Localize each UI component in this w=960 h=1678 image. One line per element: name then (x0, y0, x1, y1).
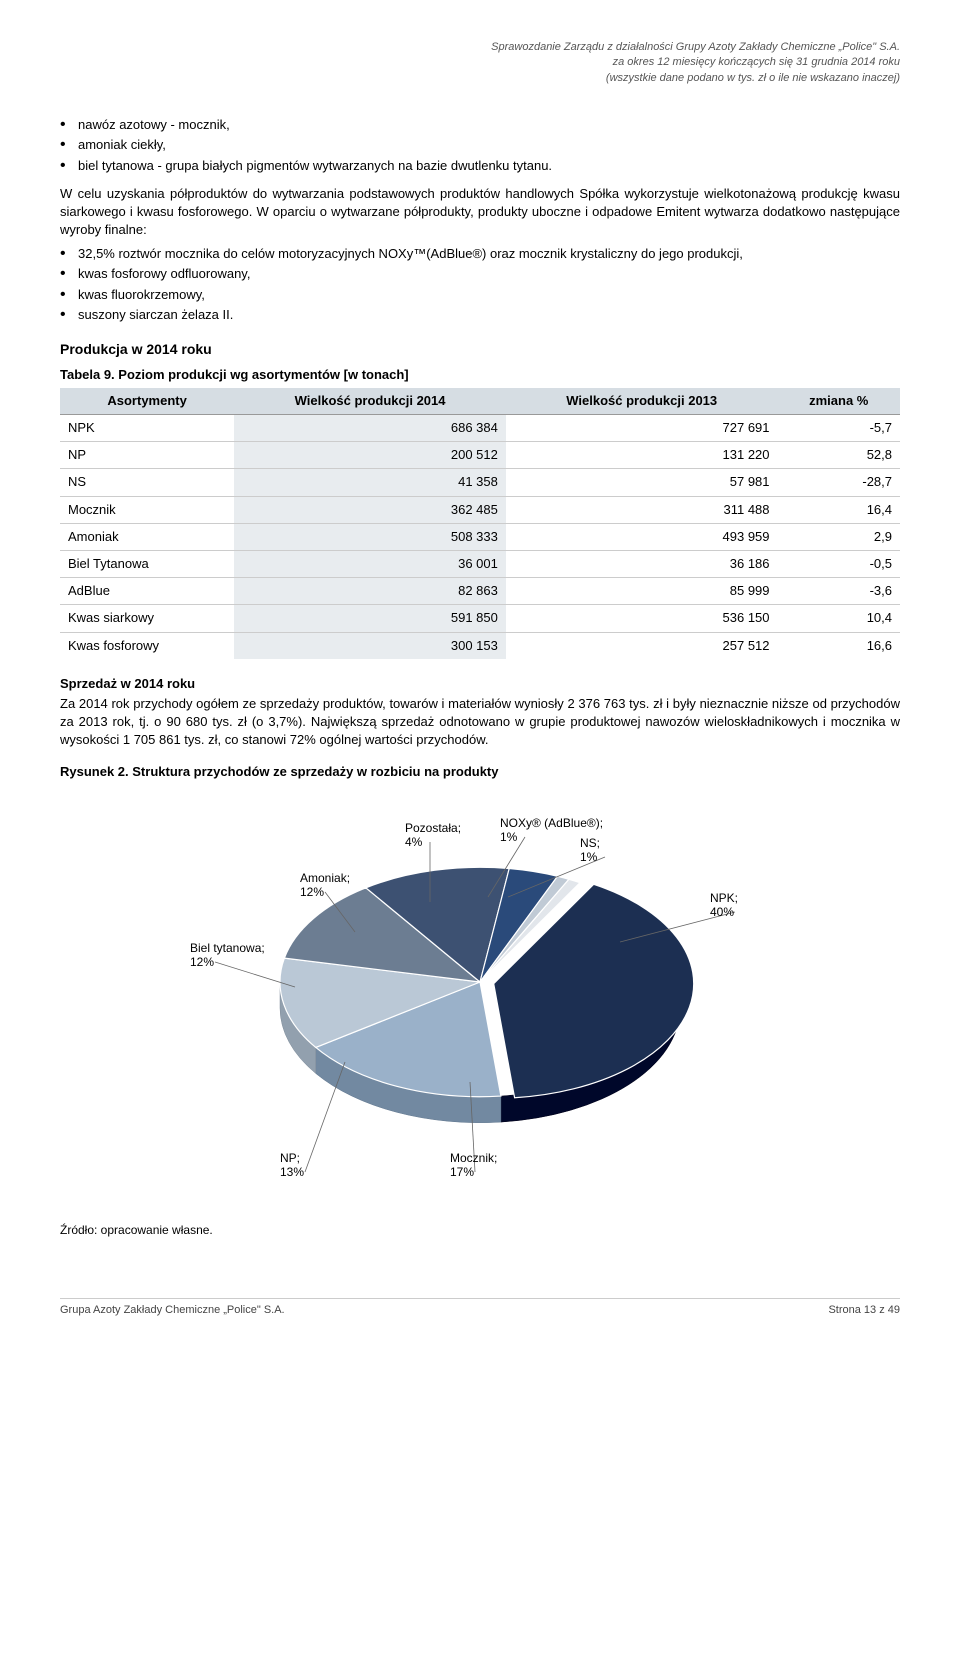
table-cell: 52,8 (778, 442, 900, 469)
page-footer: Grupa Azoty Zakłady Chemiczne „Police" S… (60, 1298, 900, 1318)
table-cell: 300 153 (234, 632, 506, 659)
table-row: Kwas fosforowy300 153257 51216,6 (60, 632, 900, 659)
header-line-3: (wszystkie dane podano w tys. zł o ile n… (60, 71, 900, 86)
table-cell: 2,9 (778, 523, 900, 550)
table-cell: -28,7 (778, 469, 900, 496)
table-cell: 57 981 (506, 469, 778, 496)
col-2014: Wielkość produkcji 2014 (234, 388, 506, 415)
table-cell: 41 358 (234, 469, 506, 496)
table-cell: 727 691 (506, 415, 778, 442)
table-cell: 36 001 (234, 550, 506, 577)
table-cell: 493 959 (506, 523, 778, 550)
table-cell: -3,6 (778, 578, 900, 605)
list-item: amoniak ciekły, (60, 136, 900, 154)
svg-text:Mocznik;17%: Mocznik;17% (450, 1151, 497, 1179)
table-cell: 16,4 (778, 496, 900, 523)
table-row: Kwas siarkowy591 850536 15010,4 (60, 605, 900, 632)
svg-text:NS;1%: NS;1% (580, 836, 600, 864)
table-cell: Kwas fosforowy (60, 632, 234, 659)
table-cell: NS (60, 469, 234, 496)
footer-left: Grupa Azoty Zakłady Chemiczne „Police" S… (60, 1303, 285, 1318)
table-cell: 16,6 (778, 632, 900, 659)
list-item: biel tytanowa - grupa białych pigmentów … (60, 157, 900, 175)
paragraph-sprzedaz: Za 2014 rok przychody ogółem ze sprzedaż… (60, 695, 900, 750)
table-cell: Amoniak (60, 523, 234, 550)
heading-sprzedaz: Sprzedaż w 2014 roku (60, 675, 900, 693)
table-cell: 311 488 (506, 496, 778, 523)
table-body: NPK686 384727 691-5,7NP200 512131 22052,… (60, 415, 900, 659)
table-cell: 131 220 (506, 442, 778, 469)
footer-right: Strona 13 z 49 (828, 1303, 900, 1318)
heading-produkcja: Produkcja w 2014 roku (60, 340, 900, 360)
pie-chart: NPK;40% Mocznik;17% NP;13% Biel tytanowa;12… (130, 792, 830, 1192)
list-item: kwas fosforowy odfluorowany, (60, 265, 900, 283)
table-cell: -5,7 (778, 415, 900, 442)
svg-text:NPK;40%: NPK;40% (710, 891, 738, 919)
table-cell: 686 384 (234, 415, 506, 442)
table-cell: 36 186 (506, 550, 778, 577)
table-cell: 200 512 (234, 442, 506, 469)
table-cell: NPK (60, 415, 234, 442)
production-table: Asortymenty Wielkość produkcji 2014 Wiel… (60, 388, 900, 659)
list-item: suszony siarczan żelaza II. (60, 306, 900, 324)
table-row: Mocznik362 485311 48816,4 (60, 496, 900, 523)
table-caption: Tabela 9. Poziom produkcji wg asortyment… (60, 366, 900, 384)
col-zmiana: zmiana % (778, 388, 900, 415)
table-cell: 508 333 (234, 523, 506, 550)
table-row: NPK686 384727 691-5,7 (60, 415, 900, 442)
table-header-row: Asortymenty Wielkość produkcji 2014 Wiel… (60, 388, 900, 415)
table-cell: AdBlue (60, 578, 234, 605)
table-cell: 10,4 (778, 605, 900, 632)
page-header: Sprawozdanie Zarządu z działalności Grup… (60, 40, 900, 86)
col-2013: Wielkość produkcji 2013 (506, 388, 778, 415)
table-cell: 362 485 (234, 496, 506, 523)
pie-svg: NPK;40% Mocznik;17% NP;13% Biel tytanowa;12… (130, 792, 830, 1192)
table-cell: Mocznik (60, 496, 234, 523)
table-row: NS41 35857 981-28,7 (60, 469, 900, 496)
table-row: NP200 512131 22052,8 (60, 442, 900, 469)
table-row: Biel Tytanowa36 00136 186-0,5 (60, 550, 900, 577)
paragraph-intermediates: W celu uzyskania półproduktów do wytwarz… (60, 185, 900, 240)
source-note: Źródło: opracowanie własne. (60, 1222, 900, 1239)
figure-caption: Rysunek 2. Struktura przychodów ze sprze… (60, 763, 900, 781)
table-cell: NP (60, 442, 234, 469)
table-cell: 257 512 (506, 632, 778, 659)
header-line-2: za okres 12 miesięcy kończących się 31 g… (60, 55, 900, 70)
bullet-list-products: nawóz azotowy - mocznik, amoniak ciekły, b… (60, 116, 900, 175)
list-item: nawóz azotowy - mocznik, (60, 116, 900, 134)
table-row: Amoniak508 333493 9592,9 (60, 523, 900, 550)
table-cell: 82 863 (234, 578, 506, 605)
header-line-1: Sprawozdanie Zarządu z działalności Grup… (60, 40, 900, 55)
list-item: 32,5% roztwór mocznika do celów motoryza… (60, 245, 900, 263)
list-item: kwas fluorokrzemowy, (60, 286, 900, 304)
table-cell: Biel Tytanowa (60, 550, 234, 577)
table-cell: 536 150 (506, 605, 778, 632)
svg-text:Amoniak;12%: Amoniak;12% (300, 871, 350, 899)
table-row: AdBlue82 86385 999-3,6 (60, 578, 900, 605)
svg-text:NP;13%: NP;13% (280, 1151, 304, 1179)
col-asortymenty: Asortymenty (60, 388, 234, 415)
table-cell: Kwas siarkowy (60, 605, 234, 632)
svg-text:Biel tytanowa;12%: Biel tytanowa;12% (190, 941, 265, 969)
svg-text:Pozostała;4%: Pozostała;4% (405, 821, 461, 849)
bullet-list-finals: 32,5% roztwór mocznika do celów motoryza… (60, 245, 900, 324)
table-cell: -0,5 (778, 550, 900, 577)
table-cell: 591 850 (234, 605, 506, 632)
table-cell: 85 999 (506, 578, 778, 605)
